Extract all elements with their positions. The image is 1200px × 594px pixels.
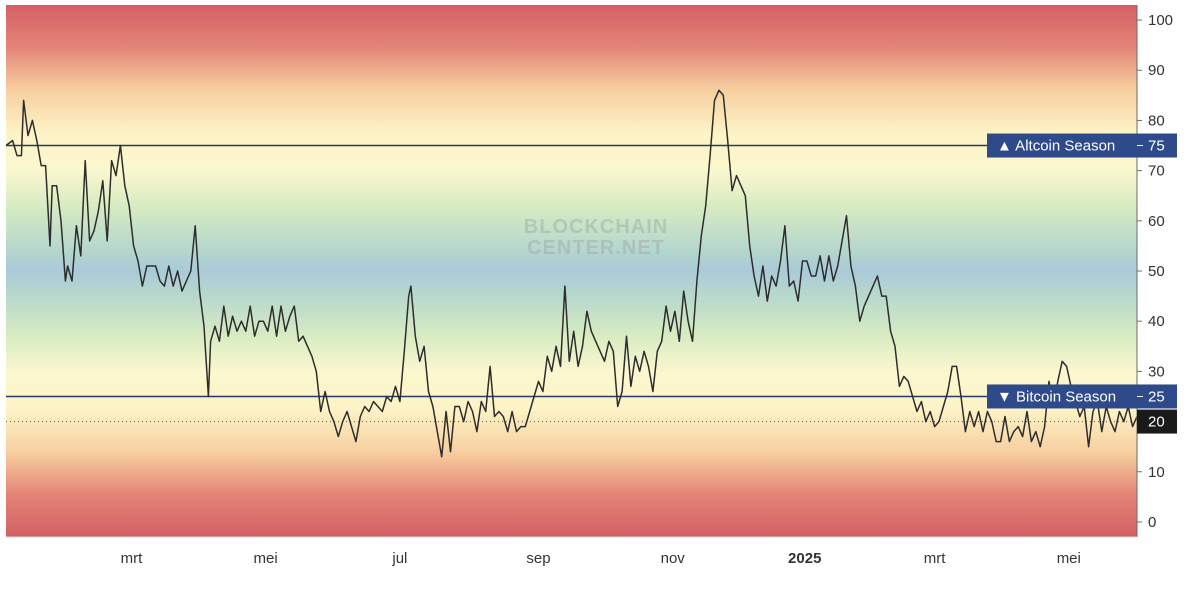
threshold-badge <box>987 384 1177 409</box>
level-badges: ▲ Altcoin Season 75 ▼ Bitcoin Season 25 20 <box>987 133 1177 434</box>
x-tick-label: mrt <box>924 550 946 567</box>
reference-lines <box>6 144 1137 423</box>
x-tick-label: mei <box>1057 550 1081 567</box>
x-axis: mrt mei jul sep nov 2025 mrt mei <box>121 550 1081 567</box>
y-tick-label: 80 <box>1148 112 1165 129</box>
series-line <box>5 89 1138 458</box>
x-tick-label: 2025 <box>788 550 821 567</box>
threshold-badge-label: ▼ Bitcoin Season <box>997 388 1116 405</box>
current-value-badge <box>1137 409 1177 434</box>
current-value-label: 20 <box>1148 414 1165 431</box>
x-tick-label: nov <box>661 550 686 567</box>
y-tick-label: 0 <box>1148 514 1156 531</box>
y-axis: 0 10 20 30 40 50 60 70 80 90 100 <box>1137 12 1173 531</box>
watermark-text: BLOCKCHAIN <box>524 216 668 238</box>
y-tick-label: 70 <box>1148 163 1165 180</box>
y-tick-label: 60 <box>1148 213 1165 230</box>
y-tick-label: 40 <box>1148 313 1165 330</box>
series-layer <box>5 89 1138 458</box>
y-tick-label: 100 <box>1148 12 1173 29</box>
watermark-text: CENTER.NET <box>527 237 665 259</box>
y-tick-label: 50 <box>1148 263 1165 280</box>
y-tick-label: 10 <box>1148 464 1165 481</box>
x-tick-label: mei <box>254 550 278 567</box>
plot-background <box>6 5 1137 537</box>
x-tick-label: sep <box>526 550 550 567</box>
x-tick-label: mrt <box>121 550 143 567</box>
threshold-badge <box>987 133 1177 158</box>
threshold-badge-label: ▲ Altcoin Season <box>997 138 1115 155</box>
x-tick-label: jul <box>391 550 407 567</box>
threshold-badge-value: 25 <box>1148 388 1165 405</box>
y-tick-label: 90 <box>1148 62 1165 79</box>
y-tick-label: 30 <box>1148 363 1165 380</box>
threshold-badge-value: 75 <box>1148 138 1165 155</box>
